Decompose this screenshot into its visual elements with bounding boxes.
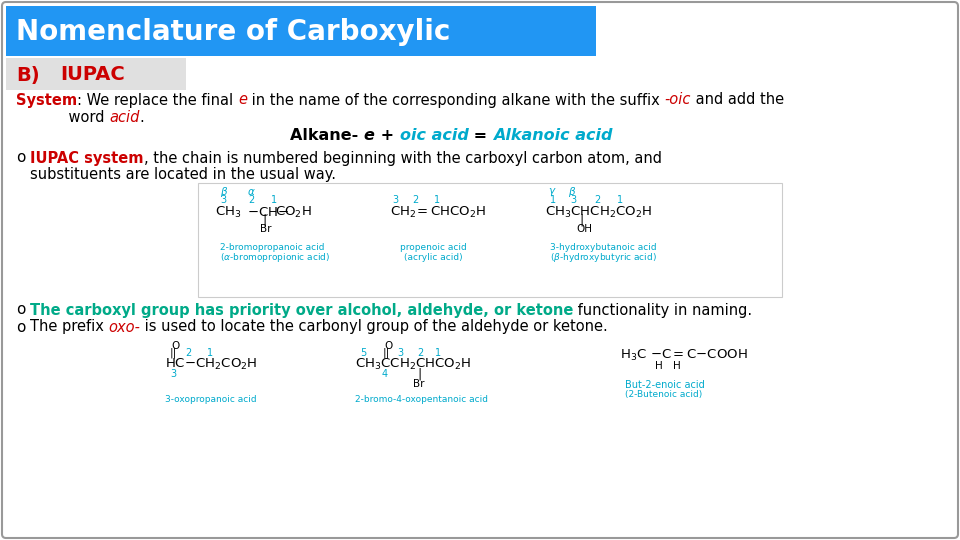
Text: H: H bbox=[673, 361, 681, 371]
Text: 3: 3 bbox=[170, 369, 176, 379]
Text: 1: 1 bbox=[617, 195, 623, 205]
Text: 2: 2 bbox=[412, 195, 419, 205]
Text: 3-oxopropanoic acid: 3-oxopropanoic acid bbox=[165, 395, 256, 404]
Text: CO$_2$H: CO$_2$H bbox=[275, 205, 312, 220]
Text: =: = bbox=[468, 127, 493, 143]
Text: : We replace the final: : We replace the final bbox=[77, 92, 238, 107]
Text: (2-Butenoic acid): (2-Butenoic acid) bbox=[625, 390, 703, 400]
Text: 3: 3 bbox=[392, 195, 398, 205]
Text: Br: Br bbox=[260, 224, 272, 234]
Text: (acrylic acid): (acrylic acid) bbox=[404, 253, 463, 261]
Text: functionality in naming.: functionality in naming. bbox=[573, 302, 753, 318]
Text: H$_3$C: H$_3$C bbox=[620, 347, 647, 362]
Text: is used to locate the carbonyl group of the aldehyde or ketone.: is used to locate the carbonyl group of … bbox=[140, 320, 608, 334]
Text: oic acid: oic acid bbox=[399, 127, 468, 143]
Text: .: . bbox=[139, 110, 144, 125]
Text: CH$_3$CCH$_2$CHCO$_2$H: CH$_3$CCH$_2$CHCO$_2$H bbox=[355, 356, 471, 372]
Text: $-$CH$-$: $-$CH$-$ bbox=[247, 206, 289, 219]
Text: $=$CHCO$_2$H: $=$CHCO$_2$H bbox=[414, 205, 486, 220]
Text: ||: || bbox=[383, 348, 391, 358]
Text: 3: 3 bbox=[570, 195, 576, 205]
Text: -oic: -oic bbox=[664, 92, 690, 107]
Text: CH$_3$: CH$_3$ bbox=[215, 205, 242, 220]
Text: word: word bbox=[50, 110, 109, 125]
Text: 2-bromopropanoic acid: 2-bromopropanoic acid bbox=[220, 244, 324, 253]
Text: |: | bbox=[417, 368, 421, 381]
Text: |: | bbox=[262, 213, 266, 226]
Text: 4: 4 bbox=[382, 369, 388, 379]
Text: and add the: and add the bbox=[690, 92, 783, 107]
Text: substituents are located in the usual way.: substituents are located in the usual wa… bbox=[30, 166, 336, 181]
Text: ($\alpha$-bromopropionic acid): ($\alpha$-bromopropionic acid) bbox=[220, 251, 330, 264]
Text: 1: 1 bbox=[435, 348, 442, 358]
Text: H: H bbox=[655, 361, 662, 371]
Text: 1: 1 bbox=[207, 348, 213, 358]
Text: 1: 1 bbox=[271, 195, 277, 205]
Text: 1: 1 bbox=[550, 195, 556, 205]
FancyBboxPatch shape bbox=[198, 183, 782, 297]
Text: oxo-: oxo- bbox=[108, 320, 140, 334]
Text: O: O bbox=[171, 341, 180, 351]
Text: The prefix: The prefix bbox=[30, 320, 108, 334]
Text: o: o bbox=[16, 302, 25, 318]
Text: 3: 3 bbox=[220, 195, 227, 205]
Text: 2: 2 bbox=[185, 348, 191, 358]
Text: e: e bbox=[238, 92, 247, 107]
Text: ||: || bbox=[170, 348, 178, 358]
Text: 2-bromo-4-oxopentanoic acid: 2-bromo-4-oxopentanoic acid bbox=[355, 395, 488, 404]
Text: System: System bbox=[16, 92, 77, 107]
Text: e: e bbox=[364, 127, 374, 143]
Text: o: o bbox=[16, 320, 25, 334]
Text: 3-hydroxybutanoic acid: 3-hydroxybutanoic acid bbox=[550, 244, 657, 253]
Text: $\beta$: $\beta$ bbox=[220, 185, 228, 199]
Text: Nomenclature of Carboxylic: Nomenclature of Carboxylic bbox=[16, 18, 450, 46]
Text: $\beta$: $\beta$ bbox=[568, 185, 576, 199]
Text: IUPAC: IUPAC bbox=[60, 65, 125, 84]
Text: 2: 2 bbox=[248, 195, 254, 205]
Text: 3: 3 bbox=[397, 348, 403, 358]
Text: Alkanoic acid: Alkanoic acid bbox=[493, 127, 612, 143]
Text: propenoic acid: propenoic acid bbox=[400, 244, 467, 253]
Text: 2: 2 bbox=[417, 348, 423, 358]
Text: 1: 1 bbox=[434, 195, 440, 205]
Text: Br: Br bbox=[413, 379, 424, 389]
FancyBboxPatch shape bbox=[6, 58, 186, 90]
Text: $\gamma$: $\gamma$ bbox=[548, 186, 557, 198]
Text: O: O bbox=[384, 341, 393, 351]
Text: ($\beta$-hydroxybutyric acid): ($\beta$-hydroxybutyric acid) bbox=[550, 251, 657, 264]
Text: , the chain is numbered beginning with the carboxyl carbon atom, and: , the chain is numbered beginning with t… bbox=[143, 151, 661, 165]
Text: +: + bbox=[374, 127, 399, 143]
Text: B): B) bbox=[16, 65, 39, 84]
Text: The carboxyl group has priority over alcohol, aldehyde, or ketone: The carboxyl group has priority over alc… bbox=[30, 302, 573, 318]
Text: acid: acid bbox=[109, 110, 139, 125]
Text: CH$_2$: CH$_2$ bbox=[390, 205, 417, 220]
Text: 2: 2 bbox=[594, 195, 600, 205]
Text: 5: 5 bbox=[360, 348, 367, 358]
Text: IUPAC system: IUPAC system bbox=[30, 151, 143, 165]
Text: $\alpha$: $\alpha$ bbox=[247, 187, 255, 197]
Text: CH$_3$CHCH$_2$CO$_2$H: CH$_3$CHCH$_2$CO$_2$H bbox=[545, 205, 652, 220]
Text: Alkane-: Alkane- bbox=[290, 127, 364, 143]
Text: in the name of the corresponding alkane with the suffix: in the name of the corresponding alkane … bbox=[247, 92, 664, 107]
Text: But-2-enoic acid: But-2-enoic acid bbox=[625, 380, 705, 390]
FancyBboxPatch shape bbox=[6, 6, 596, 56]
Text: o: o bbox=[16, 151, 25, 165]
Text: HC$-$CH$_2$CO$_2$H: HC$-$CH$_2$CO$_2$H bbox=[165, 356, 257, 372]
Text: |: | bbox=[579, 213, 584, 226]
Text: $-$C$=$C$-$COOH: $-$C$=$C$-$COOH bbox=[650, 348, 748, 361]
Text: OH: OH bbox=[576, 224, 592, 234]
